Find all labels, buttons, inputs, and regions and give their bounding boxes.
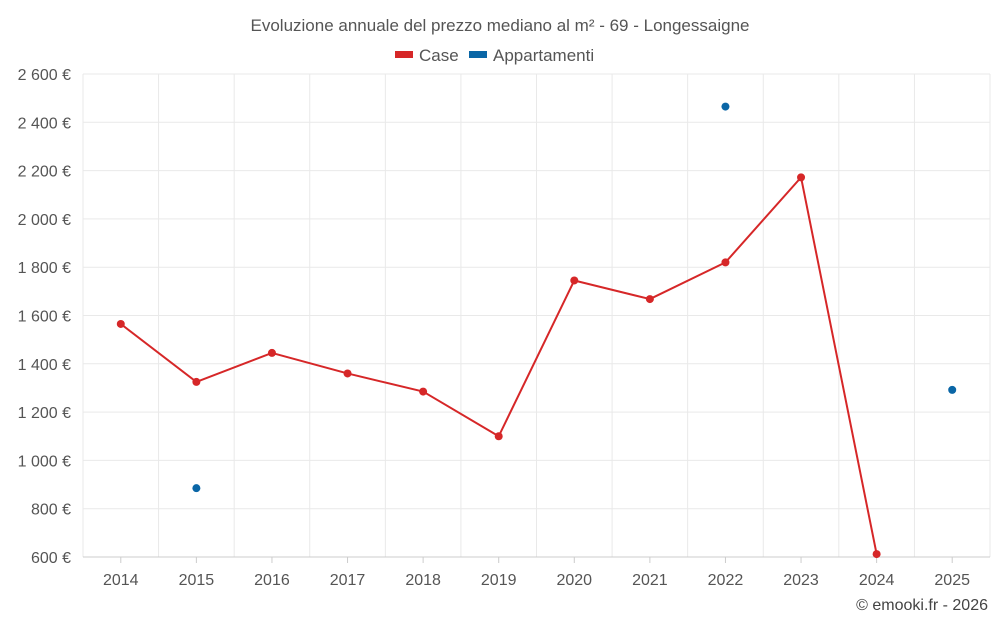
grid — [82, 73, 991, 558]
y-tick-label: 600 € — [31, 550, 71, 567]
legend-item-appartamenti[interactable]: Appartamenti — [469, 46, 594, 65]
data-point-case-2014[interactable] — [116, 319, 125, 328]
y-tick-label: 1 000 € — [18, 453, 71, 470]
legend-label-case: Case — [419, 46, 459, 65]
x-tick-label: 2022 — [708, 572, 744, 589]
data-point-case-2021[interactable] — [645, 295, 654, 304]
y-tick-label: 2 600 € — [18, 67, 71, 84]
x-tick-label: 2019 — [481, 572, 517, 589]
data-point-case-2024[interactable] — [872, 550, 881, 559]
legend: Case Appartamenti — [395, 46, 594, 65]
x-tick-label: 2014 — [103, 572, 139, 589]
x-tick-label: 2025 — [934, 572, 970, 589]
data-point-case-2016[interactable] — [267, 348, 276, 357]
chart-title: Evoluzione annuale del prezzo mediano al… — [251, 16, 750, 35]
legend-item-case[interactable]: Case — [395, 46, 459, 65]
y-tick-label: 1 400 € — [18, 357, 71, 374]
y-axis-ticks: 600 € 800 € 1 000 € 1 200 € 1 400 € 1 600 € 1 … — [18, 67, 71, 567]
legend-label-appartamenti: Appartamenti — [493, 46, 594, 65]
data-point-case-2022[interactable] — [721, 258, 730, 267]
data-point-appartamenti-2022[interactable] — [721, 102, 730, 111]
data-point-appartamenti-2015[interactable] — [192, 484, 201, 493]
y-tick-label: 1 200 € — [18, 405, 71, 422]
x-axis-ticks: 2014 2015 2016 2017 2018 2019 2020 2021 2022 2023… — [103, 557, 970, 589]
y-tick-label: 2 400 € — [18, 115, 71, 132]
x-tick-label: 2017 — [330, 572, 366, 589]
y-tick-label: 2 000 € — [18, 212, 71, 229]
series — [116, 102, 957, 559]
x-tick-label: 2024 — [859, 572, 895, 589]
y-tick-label: 1 600 € — [18, 309, 71, 326]
data-point-case-2019[interactable] — [494, 432, 503, 441]
data-point-case-2015[interactable] — [192, 377, 201, 386]
data-point-case-2023[interactable] — [797, 173, 806, 182]
data-point-case-2020[interactable] — [570, 276, 579, 285]
x-tick-label: 2020 — [556, 572, 592, 589]
legend-swatch-case — [395, 51, 413, 58]
data-point-case-2017[interactable] — [343, 369, 352, 378]
x-tick-label: 2023 — [783, 572, 819, 589]
data-point-appartamenti-2025[interactable] — [948, 385, 957, 394]
x-tick-label: 2016 — [254, 572, 290, 589]
x-tick-label: 2015 — [179, 572, 215, 589]
data-point-case-2018[interactable] — [419, 387, 428, 396]
x-tick-label: 2021 — [632, 572, 668, 589]
y-tick-label: 1 800 € — [18, 260, 71, 277]
y-tick-label: 2 200 € — [18, 164, 71, 181]
y-tick-label: 800 € — [31, 502, 71, 519]
credit-text: © emooki.fr - 2026 — [856, 597, 988, 614]
x-tick-label: 2018 — [405, 572, 441, 589]
legend-swatch-appartamenti — [469, 51, 487, 58]
